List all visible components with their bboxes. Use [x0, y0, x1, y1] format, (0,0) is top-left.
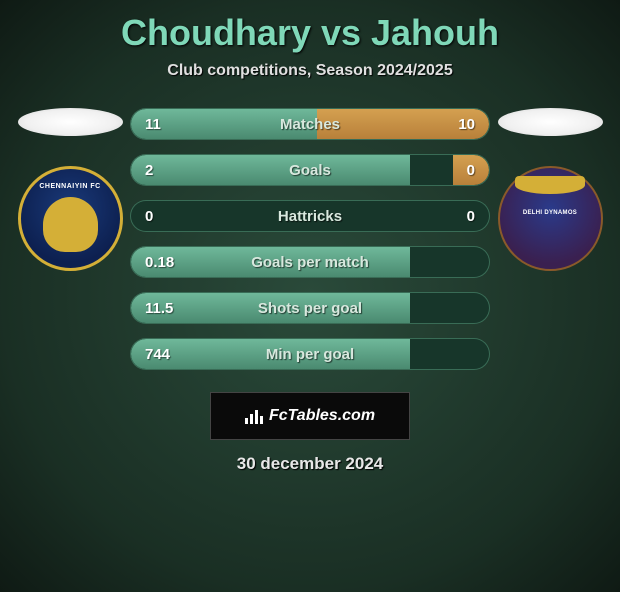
stat-value-right: 0 [467, 208, 475, 225]
stat-label: Goals per match [131, 254, 489, 271]
right-team-crest [498, 166, 603, 271]
stat-row: 0.18Goals per match [130, 246, 490, 278]
left-player-placeholder [18, 108, 123, 136]
left-side [10, 108, 130, 271]
comparison-panel: 11Matches102Goals00Hattricks00.18Goals p… [0, 108, 620, 370]
stat-row: 744Min per goal [130, 338, 490, 370]
brand-badge[interactable]: FcTables.com [210, 392, 410, 440]
stat-label: Goals [131, 162, 489, 179]
stat-label: Shots per goal [131, 300, 489, 317]
stat-label: Matches [131, 116, 489, 133]
left-team-crest [18, 166, 123, 271]
stat-row: 0Hattricks0 [130, 200, 490, 232]
stat-label: Hattricks [131, 208, 489, 225]
bars-icon [245, 408, 263, 424]
crest-emblem-icon [43, 197, 98, 252]
date-text: 30 december 2024 [0, 454, 620, 474]
stat-row: 2Goals0 [130, 154, 490, 186]
stat-row: 11.5Shots per goal [130, 292, 490, 324]
stat-value-right: 0 [467, 162, 475, 179]
right-side [490, 108, 610, 271]
brand-text: FcTables.com [269, 407, 375, 425]
stat-label: Min per goal [131, 346, 489, 363]
right-player-placeholder [498, 108, 603, 136]
page-title: Choudhary vs Jahouh [0, 12, 620, 54]
stats-list: 11Matches102Goals00Hattricks00.18Goals p… [130, 108, 490, 370]
crest-emblem-icon [515, 176, 585, 194]
stat-value-right: 10 [458, 116, 475, 133]
stat-row: 11Matches10 [130, 108, 490, 140]
subtitle: Club competitions, Season 2024/2025 [0, 62, 620, 80]
